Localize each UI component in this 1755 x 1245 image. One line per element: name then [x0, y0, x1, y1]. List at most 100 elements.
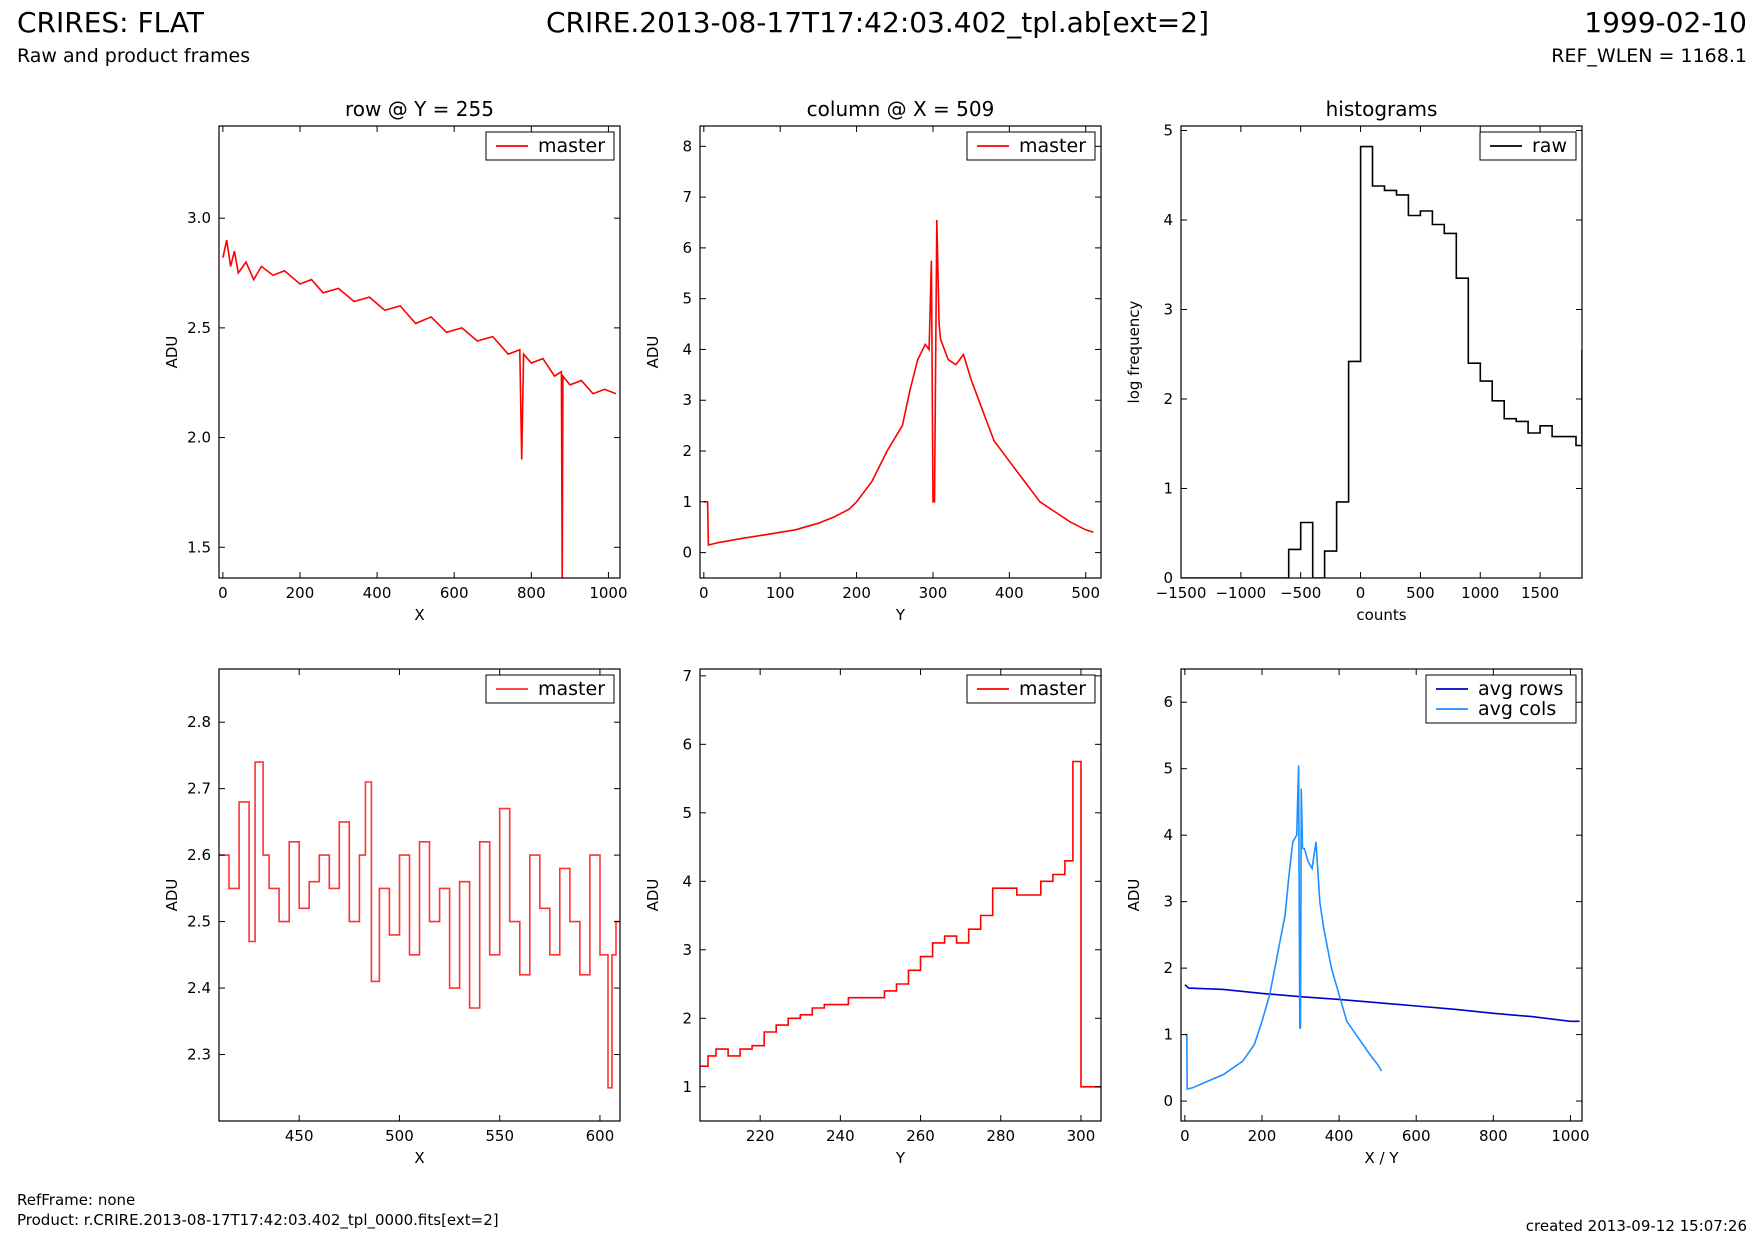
- y-tick-label: 3: [682, 941, 692, 959]
- chart-hist: −1500 −1000 −500 0 500 1000 1500 0 1 2 3 4 5 histogra…: [1125, 97, 1583, 624]
- series-line-raw: [1181, 145, 1582, 578]
- x-axis-label: counts: [1356, 606, 1406, 624]
- legend-label: master: [538, 678, 605, 700]
- y-tick-label: 2: [1163, 959, 1173, 977]
- y-tick-label: 4: [1163, 211, 1173, 229]
- x-tick-label: 500: [385, 1127, 414, 1145]
- plot-frame: [218, 125, 621, 579]
- y-axis-label: ADU: [163, 879, 181, 912]
- legend-label: raw: [1532, 135, 1567, 157]
- x-tick-label: 300: [1067, 1127, 1096, 1145]
- y-axis-label: log frequency: [1125, 300, 1143, 403]
- legend: raw: [1479, 131, 1577, 161]
- x-tick-label: 400: [1325, 1127, 1354, 1145]
- y-tick-label: 3: [682, 391, 692, 409]
- x-tick-label: −1000: [1215, 584, 1266, 602]
- legend-label: avg rows: [1478, 678, 1563, 700]
- x-tick-label: 1000: [589, 584, 627, 602]
- x-axis-label: Y: [895, 606, 906, 624]
- x-tick-label: 1000: [1551, 1127, 1589, 1145]
- x-axis-label: X: [414, 606, 424, 624]
- x-tick-label: 500: [1071, 584, 1100, 602]
- chart-title: histograms: [1326, 97, 1438, 121]
- x-tick-label: 280: [986, 1127, 1015, 1145]
- y-tick-label: 2: [682, 442, 692, 460]
- y-tick-label: 5: [1163, 121, 1173, 139]
- y-tick-label: 5: [682, 804, 692, 822]
- series-line-master: [222, 239, 617, 578]
- series-line-master: [700, 760, 1101, 1088]
- chart-row-zoom: 450 500 550 600 2.3 2.4 2.5 2.6 2.7 2.8 X ADU master: [163, 668, 621, 1167]
- legend-label: avg cols: [1478, 698, 1556, 720]
- x-axis-label: X: [414, 1149, 424, 1167]
- y-tick-label: 6: [1163, 693, 1173, 711]
- y-tick-label: 4: [682, 872, 692, 890]
- x-tick-label: 100: [766, 584, 795, 602]
- legend: master: [966, 674, 1096, 704]
- plot-frame: [1180, 125, 1583, 579]
- chart-title: column @ X = 509: [807, 97, 995, 121]
- y-tick-label: 2.4: [187, 979, 211, 997]
- x-tick-label: 0: [1356, 584, 1366, 602]
- subtitle: Raw and product frames: [17, 45, 251, 67]
- x-tick-label: 550: [485, 1127, 514, 1145]
- x-tick-label: 600: [440, 584, 469, 602]
- y-tick-label: 4: [682, 340, 692, 358]
- series-line-master: [703, 219, 1094, 547]
- x-tick-label: 0: [218, 584, 228, 602]
- legend-label: master: [1019, 135, 1086, 157]
- x-tick-label: 300: [919, 584, 948, 602]
- x-tick-label: 400: [995, 584, 1024, 602]
- y-tick-label: 6: [682, 239, 692, 257]
- legend-label: master: [538, 135, 605, 157]
- y-tick-label: 2.7: [187, 780, 211, 798]
- chart-row-full: 0 200 400 600 800 1000 1.5 2.0 2.5 3.0 row @ Y = 2…: [163, 97, 628, 624]
- y-tick-label: 7: [682, 188, 692, 206]
- chart-col-zoom: 220 240 260 280 300 1 2 3 4 5 6 7 Y ADU master: [644, 667, 1102, 1167]
- plot-frame: [218, 668, 621, 1122]
- series-line-master: [219, 761, 620, 1089]
- y-tick-label: 5: [1163, 760, 1173, 778]
- plot-frame: [1180, 668, 1583, 1122]
- x-tick-label: −500: [1280, 584, 1321, 602]
- chart-col-full: 0 100 200 300 400 500 0 1 2 3 4 5 6 7 8 column @ X = 50…: [644, 97, 1102, 624]
- y-tick-label: 5: [682, 290, 692, 308]
- legend: master: [485, 674, 615, 704]
- x-tick-label: 600: [586, 1127, 615, 1145]
- y-tick-label: 8: [682, 137, 692, 155]
- y-tick-label: 1: [682, 493, 692, 511]
- x-tick-label: 500: [1406, 584, 1435, 602]
- x-tick-label: 220: [746, 1127, 775, 1145]
- y-tick-label: 3: [1163, 300, 1173, 318]
- x-axis-label: X / Y: [1364, 1149, 1399, 1167]
- created-label: created 2013-09-12 15:07:26: [1525, 1217, 1747, 1235]
- y-tick-label: 2.5: [187, 913, 211, 931]
- x-tick-label: 1000: [1461, 584, 1499, 602]
- y-axis-label: ADU: [644, 879, 662, 912]
- ref-frame-label: RefFrame: none: [17, 1191, 136, 1209]
- y-tick-label: 3.0: [187, 209, 211, 227]
- x-axis-label: Y: [895, 1149, 906, 1167]
- y-axis-label: ADU: [644, 336, 662, 369]
- x-tick-label: 800: [517, 584, 546, 602]
- x-tick-label: 400: [363, 584, 392, 602]
- x-tick-label: 240: [826, 1127, 855, 1145]
- x-tick-label: 200: [286, 584, 315, 602]
- y-tick-label: 2.5: [187, 319, 211, 337]
- y-tick-label: 6: [682, 735, 692, 753]
- legend-label: master: [1019, 678, 1086, 700]
- file-title: CRIRE.2013-08-17T17:42:03.402_tpl.ab[ext…: [545, 6, 1209, 39]
- x-tick-label: 200: [842, 584, 871, 602]
- x-tick-label: 450: [285, 1127, 314, 1145]
- chart-avg: 0 200 400 600 800 1000 0 1 2 3 4 5 6 X / Y ADU avg rows…: [1125, 668, 1590, 1167]
- y-tick-label: 2: [682, 1009, 692, 1027]
- y-tick-label: 4: [1163, 826, 1173, 844]
- y-tick-label: 2.0: [187, 429, 211, 447]
- y-tick-label: 3: [1163, 893, 1173, 911]
- legend-box: [1425, 674, 1577, 724]
- app-title: CRIRES: FLAT: [17, 6, 204, 39]
- y-tick-label: 1: [682, 1078, 692, 1096]
- x-tick-label: 0: [699, 584, 709, 602]
